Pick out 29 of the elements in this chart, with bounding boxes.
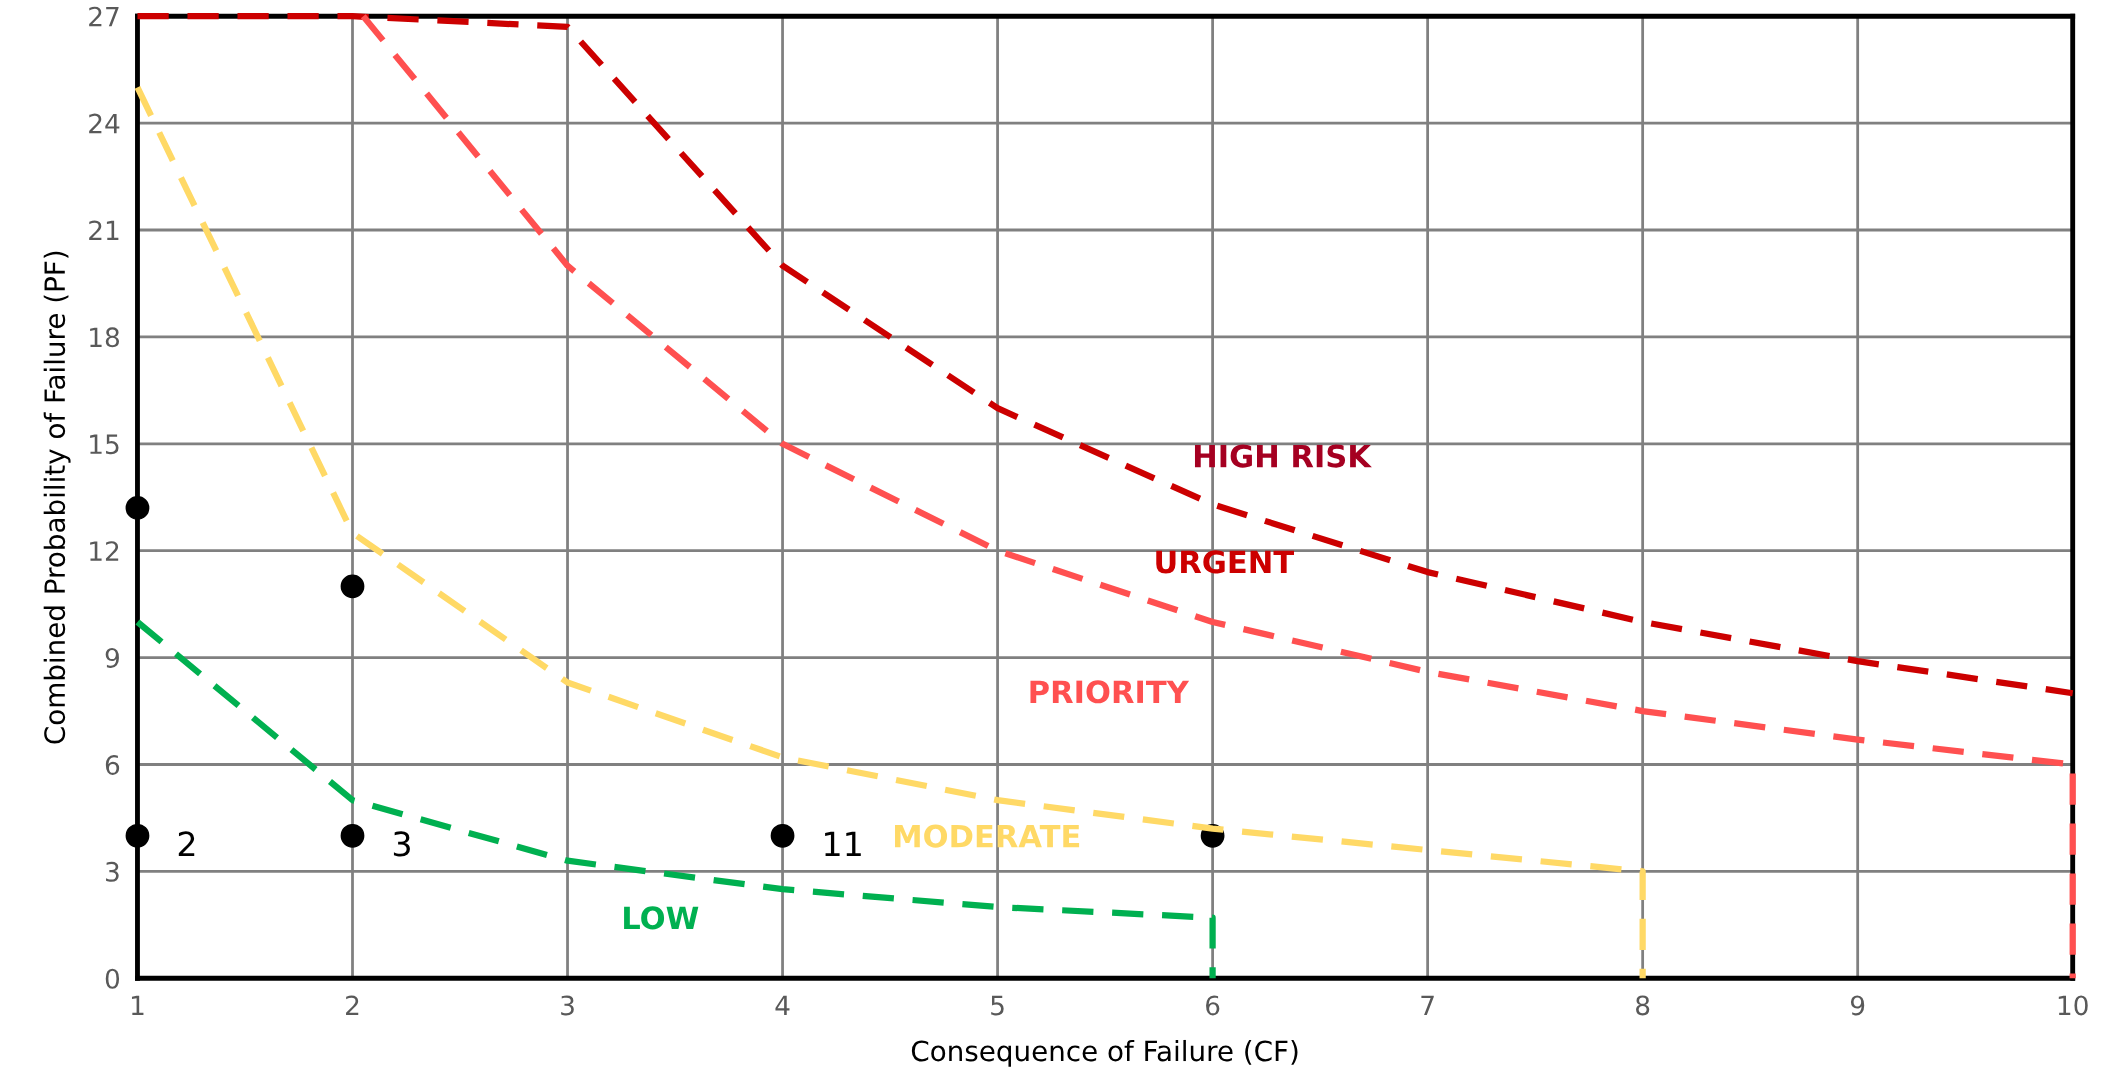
x-tick-label: 8 [1636,995,1650,1016]
y-tick-label: 6 [105,754,120,775]
annotation: HIGH RISK [1194,444,1372,468]
y-axis-title: Combined Probability of Failure (PF) [43,251,71,744]
y-tick-label: 3 [106,861,119,882]
y-tick-label: 12 [90,541,119,561]
series-label: LOW [624,906,699,930]
y-tick-label: 18 [90,327,119,348]
y-tick-label: 24 [89,113,120,134]
x-tick-label: 5 [991,995,1004,1016]
y-tick-label: 0 [105,968,120,989]
y-tick-label: 21 [89,220,119,241]
x-axis-title: Consequence of Failure (CF) [911,1039,1298,1067]
x-tick-label: 6 [1206,995,1220,1016]
annotation: 2 [178,831,195,857]
x-tick-label: 4 [775,995,790,1016]
x-tick-label: 2 [346,995,359,1016]
x-tick-label: 3 [561,995,574,1016]
y-tick-label: 9 [105,648,119,669]
x-tick-label: 9 [1850,995,1865,1016]
x-tick-label: 10 [2058,995,2088,1016]
series-label: URGENT [1156,550,1295,574]
y-tick-label: 27 [89,6,119,27]
text: PRIORITY [1030,680,1190,704]
x-tick-label: 1 [131,995,144,1016]
annotation: 3 [393,831,410,857]
y-tick-label: 15 [90,434,119,455]
annotation: 11 [825,831,861,857]
x-tick-label: 7 [1421,995,1434,1016]
